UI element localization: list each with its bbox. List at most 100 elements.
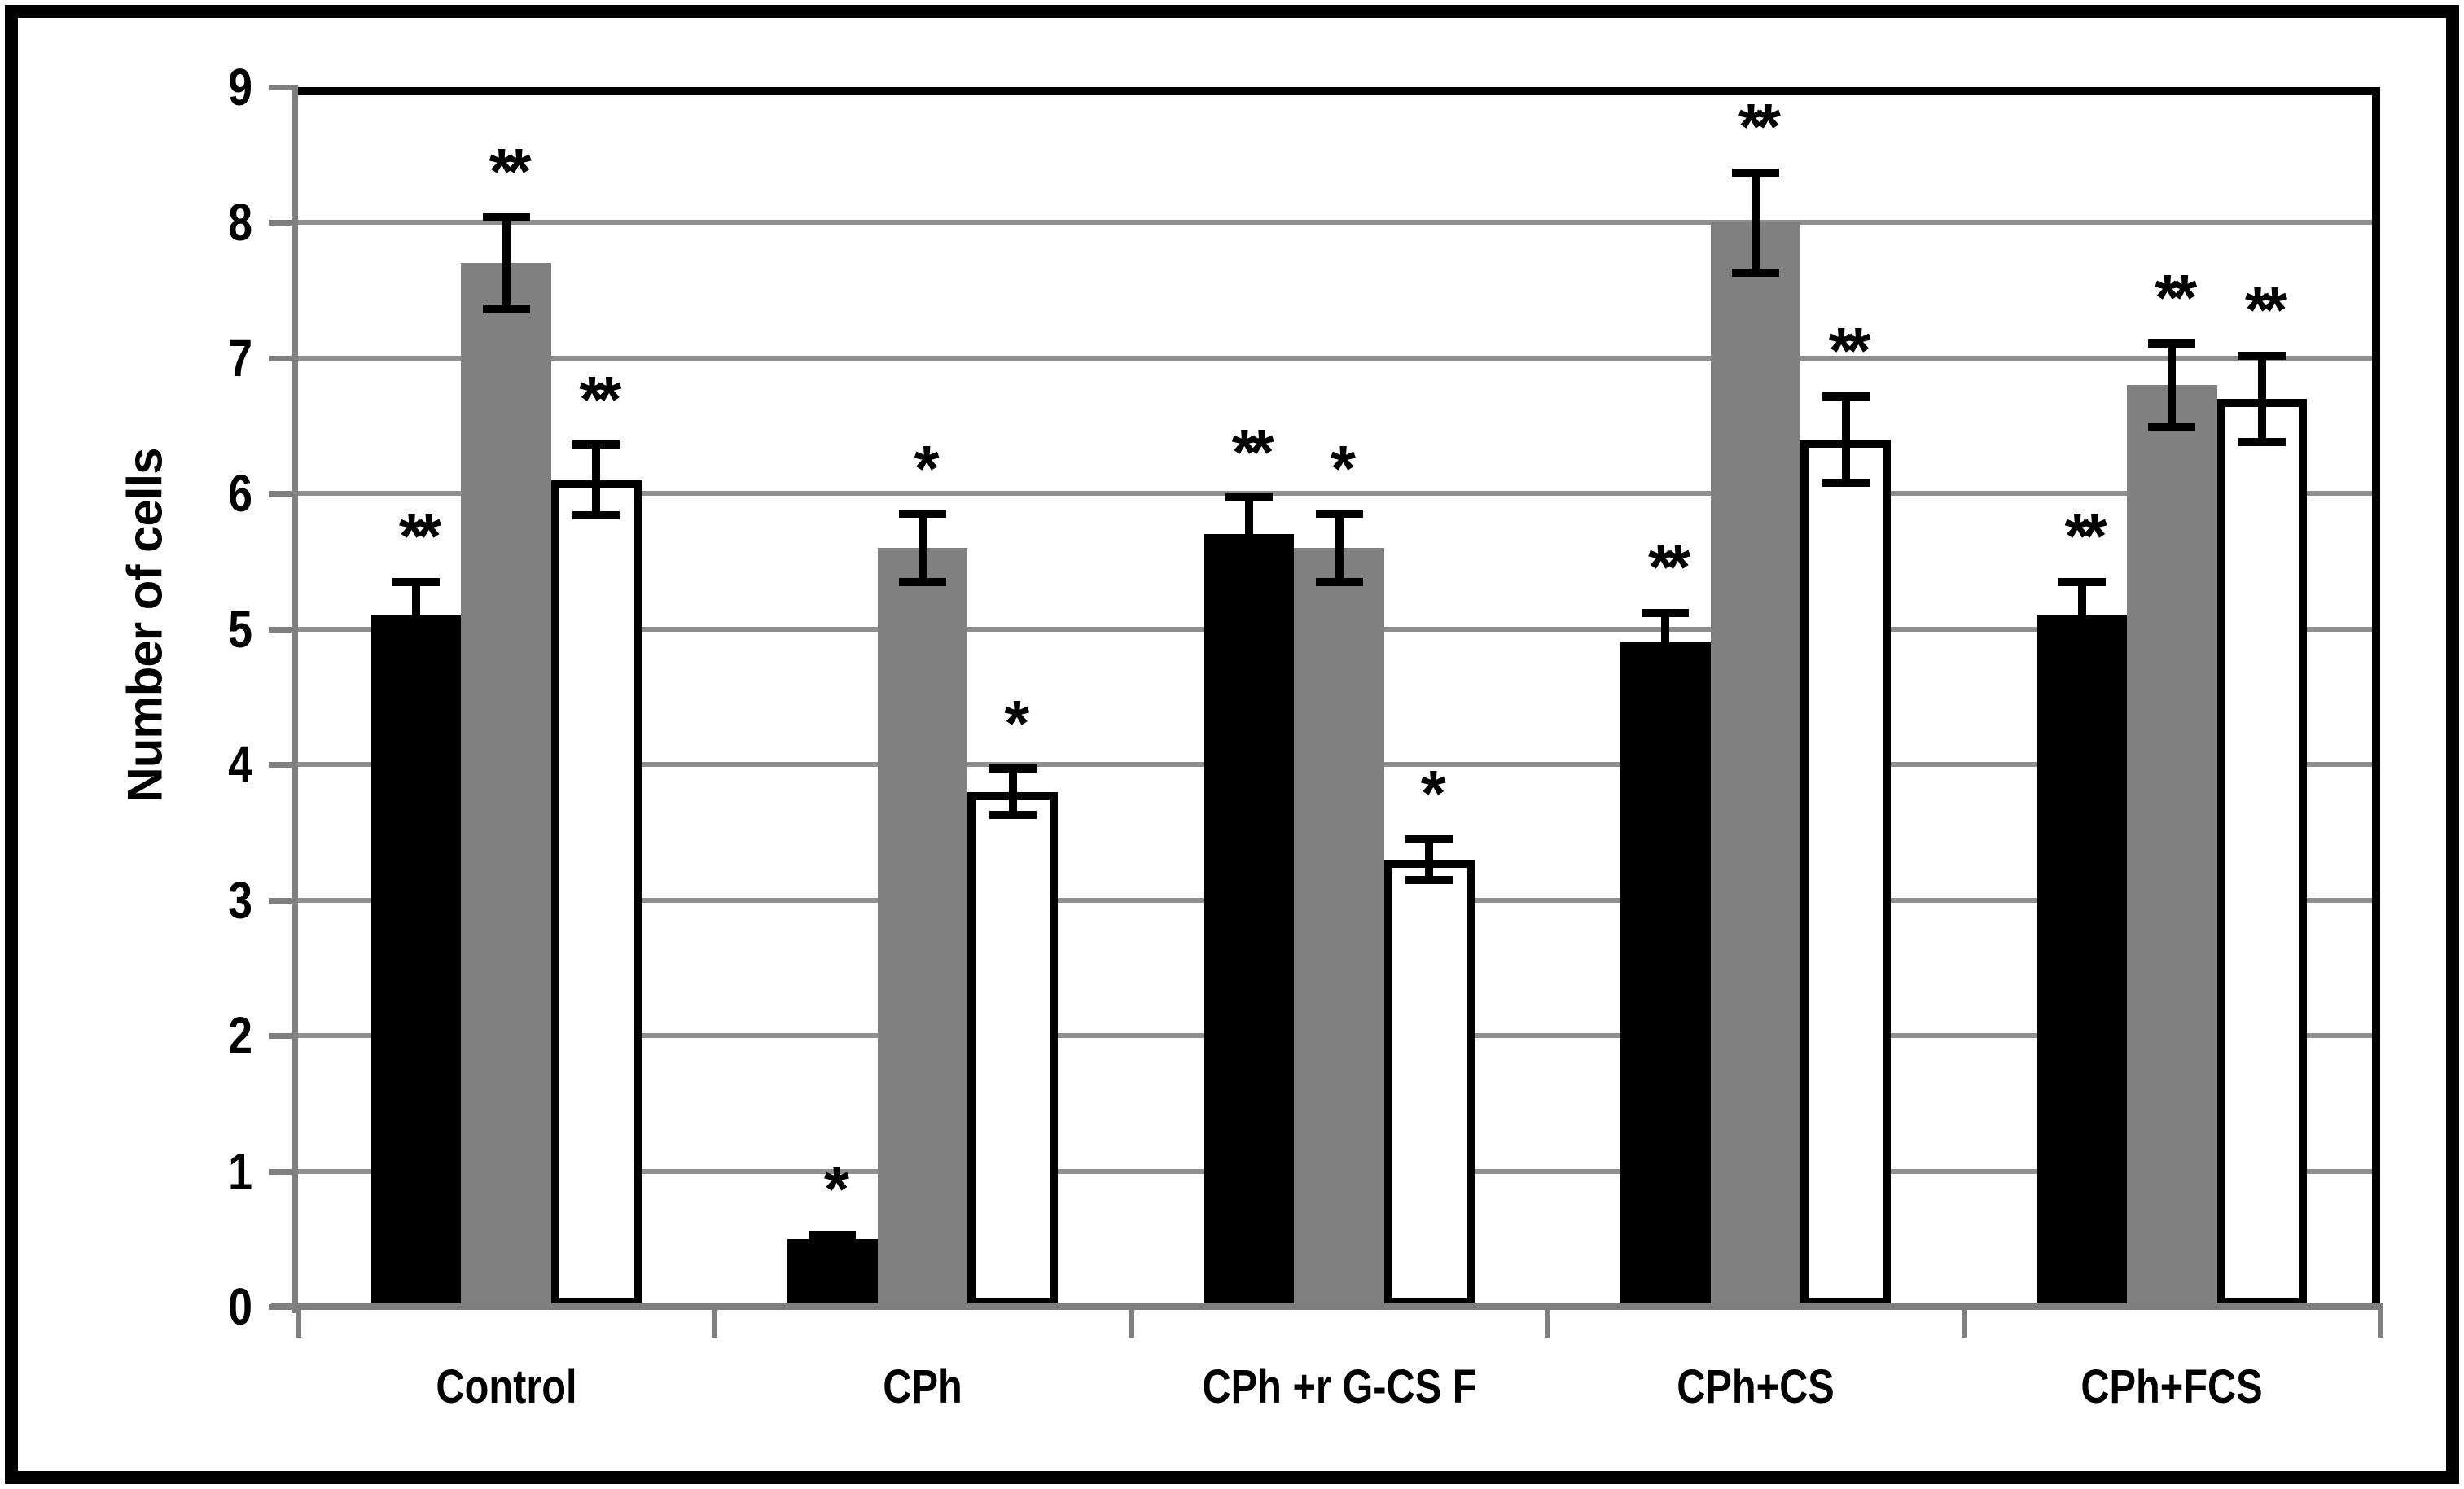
error-bar-top-cap [572, 440, 620, 449]
error-bar-bottom-cap [1315, 577, 1363, 586]
category-label-CPh+FCS: CPh+FCS [2080, 1360, 2263, 1413]
significance-marker: ** [579, 362, 621, 436]
y-tick-label-7: 7 [228, 328, 252, 388]
y-tick-mark-2 [269, 1033, 298, 1040]
error-bar [412, 577, 420, 654]
error-bar [2077, 577, 2086, 654]
significance-marker: * [1420, 757, 1446, 830]
error-bar-top-cap [1405, 834, 1453, 843]
category-label-CPh-+r-G-CS-F: CPh +r G-CS F [1201, 1360, 1477, 1413]
error-bar-top-cap [2238, 351, 2286, 360]
y-tick-label-6: 6 [228, 464, 252, 523]
bar-gray-bars-CPh+CS [1710, 222, 1801, 1307]
error-bar-bottom-cap [899, 577, 947, 586]
gridline-y8 [298, 220, 2380, 226]
y-tick-mark-1 [269, 1168, 298, 1175]
error-bar [592, 440, 601, 519]
error-bar-top-cap [989, 764, 1037, 773]
error-bar-bottom-cap [392, 645, 440, 654]
bar-gray-bars-CPh-+r-G-CS-F [1294, 547, 1384, 1307]
x-tick-mark-1 [712, 1303, 718, 1338]
y-tick-mark-0 [269, 1304, 298, 1310]
error-bar-top-cap [1822, 392, 1870, 401]
error-bar-bottom-cap [989, 810, 1037, 819]
y-tick-label-4: 4 [228, 735, 252, 795]
error-bar-top-cap [2148, 339, 2196, 348]
y-tick-mark-6 [269, 491, 298, 497]
y-tick-label-1: 1 [228, 1141, 252, 1201]
error-bar [1008, 764, 1017, 819]
plot-right-border [2372, 87, 2380, 1307]
significance-marker: ** [489, 135, 532, 208]
error-bar-top-cap [1225, 493, 1273, 502]
y-tick-mark-4 [269, 762, 298, 769]
bar-black-bars-CPh [787, 1238, 878, 1307]
plot-top-border [298, 87, 2380, 95]
x-tick-mark-4 [1961, 1303, 1967, 1338]
y-tick-mark-3 [269, 897, 298, 904]
bar-black-bars-Control [370, 615, 462, 1307]
error-bar-bottom-cap [1642, 668, 1690, 677]
bar-gray-bars-Control [461, 263, 552, 1307]
y-tick-mark-8 [269, 220, 298, 226]
error-bar-top-cap [899, 510, 947, 519]
y-tick-mark-5 [269, 626, 298, 633]
gridline-y7 [298, 355, 2380, 361]
y-tick-mark-7 [269, 355, 298, 361]
error-bar-top-cap [809, 1230, 857, 1239]
bar-white-bars-CPh+CS [1800, 439, 1891, 1307]
error-bar-top-cap [2058, 577, 2106, 586]
significance-marker: * [1004, 686, 1029, 760]
y-tick-label-9: 9 [228, 58, 252, 116]
x-tick-mark-5 [2378, 1303, 2383, 1338]
x-tick-mark-3 [1545, 1303, 1551, 1338]
significance-marker: * [914, 431, 940, 505]
error-bar [502, 212, 511, 313]
significance-marker: ** [1738, 90, 1781, 164]
x-tick-mark-2 [1128, 1303, 1134, 1338]
bar-black-bars-CPh+FCS [2037, 615, 2127, 1307]
error-bar-bottom-cap [1822, 479, 1870, 487]
error-bar [1661, 608, 1670, 677]
y-tick-label-2: 2 [228, 1006, 252, 1066]
error-bar-bottom-cap [2058, 645, 2106, 654]
bar-white-bars-Control [551, 480, 642, 1307]
significance-marker: ** [1231, 415, 1274, 488]
error-bar [1841, 392, 1850, 487]
error-bar-top-cap [1731, 168, 1779, 177]
significance-marker: * [823, 1153, 849, 1226]
error-bar-bottom-cap [1225, 567, 1273, 576]
y-tick-label-8: 8 [228, 193, 252, 252]
x-tick-mark-0 [296, 1303, 301, 1338]
error-bar-bottom-cap [2148, 423, 2196, 431]
error-bar-bottom-cap [482, 304, 530, 313]
error-bar-bottom-cap [1731, 269, 1779, 278]
significance-marker: ** [2244, 273, 2287, 346]
bar-white-bars-CPh-+r-G-CS-F [1383, 859, 1475, 1307]
error-bar-bottom-cap [572, 510, 620, 519]
category-label-Control: Control [436, 1360, 577, 1413]
error-bar-top-cap [482, 212, 530, 221]
x-axis-line [271, 1303, 2380, 1310]
y-tick-label-0: 0 [228, 1277, 252, 1336]
significance-marker: ** [1648, 531, 1690, 604]
significance-marker: ** [1828, 313, 1870, 387]
bar-white-bars-CPh+FCS [2216, 398, 2308, 1307]
error-bar [919, 510, 927, 586]
error-bar [2258, 351, 2266, 447]
bar-black-bars-CPh+CS [1620, 642, 1711, 1307]
error-bar-top-cap [392, 577, 440, 586]
error-bar-top-cap [1315, 510, 1363, 519]
category-label-CPh+CS: CPh+CS [1677, 1360, 1835, 1413]
y-axis-line [292, 87, 298, 1313]
bar-white-bars-CPh [967, 791, 1059, 1307]
error-bar [1425, 834, 1434, 884]
error-bar-bottom-cap [2238, 438, 2286, 447]
bar-black-bars-CPh-+r-G-CS-F [1204, 534, 1295, 1307]
bar-gray-bars-CPh [877, 547, 968, 1307]
error-bar [2168, 339, 2177, 431]
plot-area: ** * ** ** ** ** * * ** ** ** * * ** ** [298, 87, 2380, 1307]
error-bar-top-cap [1642, 608, 1690, 617]
bar-gray-bars-CPh+FCS [2126, 385, 2217, 1307]
